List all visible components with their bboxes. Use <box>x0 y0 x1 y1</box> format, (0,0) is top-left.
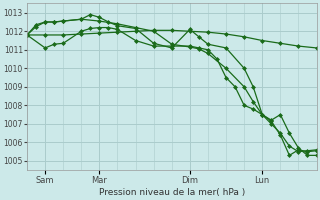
X-axis label: Pression niveau de la mer( hPa ): Pression niveau de la mer( hPa ) <box>99 188 245 197</box>
